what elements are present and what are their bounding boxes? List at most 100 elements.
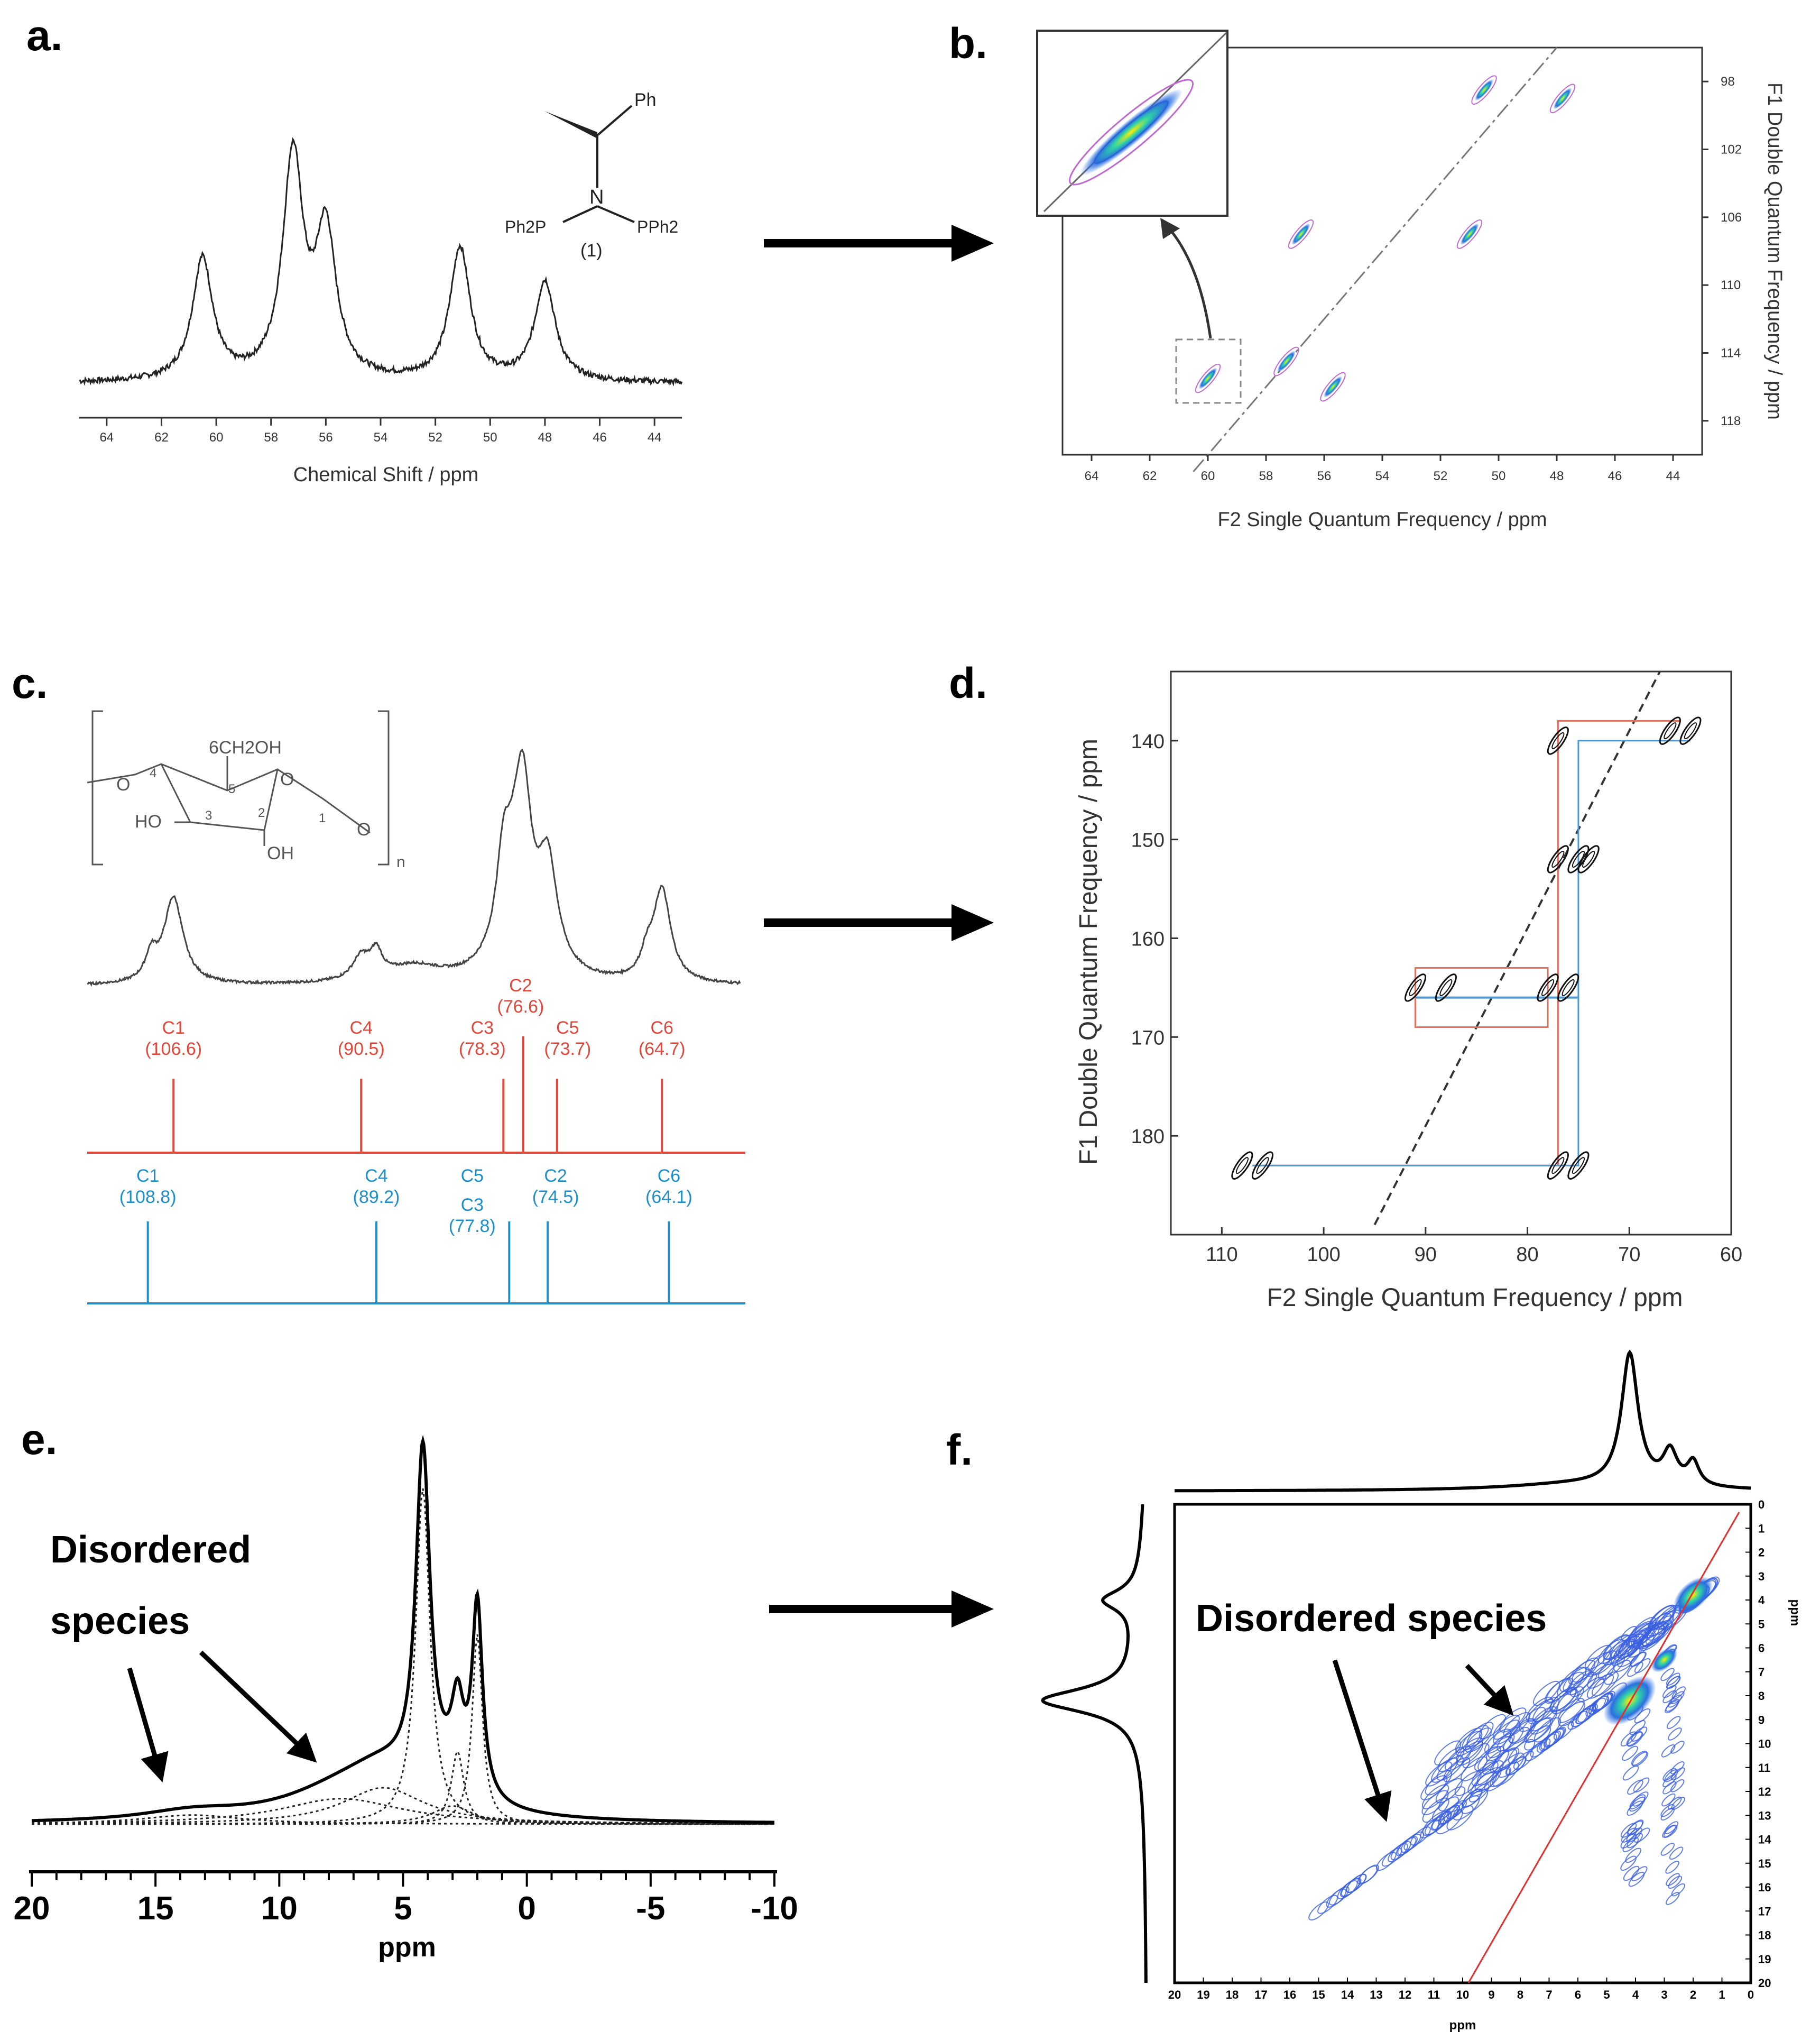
panel-e-tick-label: -10 [751, 1890, 798, 1927]
red-shift-label: (76.6) [497, 997, 544, 1017]
panel-f-contour [1620, 1833, 1637, 1849]
panel-f-y-tick-label: 17 [1758, 1905, 1771, 1918]
cellulose-o-left: O [116, 775, 130, 795]
panel-f-x-label: ppm [1449, 2018, 1476, 2032]
panel-d-peak-contour-inner [1562, 979, 1575, 996]
panel-e-x-ticks: 20 15 10 5 0 -5 -10 [14, 1872, 798, 1927]
panel-d-peak-contour-inner [1256, 1157, 1269, 1174]
panel-f-y-tick-label: 16 [1758, 1881, 1771, 1894]
panel-a-tick-label: 54 [374, 430, 388, 445]
panel-f-x-tick-label: 1 [1719, 1988, 1725, 2001]
panel-d-peak [1557, 973, 1579, 1002]
panel-f-contour [1661, 1793, 1676, 1807]
panel-f-contour [1436, 1809, 1463, 1835]
cellulose-ho: HO [135, 812, 162, 832]
panel-f-contour [1532, 1680, 1560, 1706]
panel-f-contour [1425, 1770, 1452, 1796]
panel-f-contour [1534, 1717, 1562, 1743]
panel-f-contour [1497, 1752, 1525, 1778]
panel-d-peak-contour-inner [1541, 979, 1555, 996]
panel-d-peak [1231, 1151, 1253, 1180]
panel-d-peak [1567, 1151, 1590, 1180]
panel-d-peak-contour-inner [1551, 732, 1565, 749]
panel-b-inset-peak [1068, 79, 1194, 186]
panel-b-peak [1320, 372, 1346, 402]
panel-f-y-tick-label: 2 [1758, 1546, 1764, 1559]
panel-d-peak-contour-outer [1567, 1151, 1590, 1180]
panel-f-y-tick-label: 6 [1758, 1642, 1764, 1655]
panel-f-contour [1308, 1901, 1329, 1921]
panel-e-tick-label: 15 [137, 1890, 174, 1927]
panel-f-contour [1616, 1642, 1644, 1667]
panel-f-contour [1492, 1714, 1520, 1740]
panel-f-contour [1628, 1871, 1645, 1887]
panel-f-y-tick-label: 9 [1758, 1713, 1764, 1726]
panel-f-contour [1627, 1661, 1643, 1677]
panel-e-fit-curve [32, 1634, 774, 1825]
panel-e-tick-label: 10 [261, 1890, 298, 1927]
panel-f-contour [1421, 1784, 1449, 1809]
panel-a-tick-label: 60 [209, 430, 224, 445]
panel-b-peak-core [1323, 376, 1343, 398]
panel-f-contour [1671, 1797, 1686, 1810]
red-atom-label: C2 [509, 976, 532, 996]
panel-d-peak-contour-inner [1551, 850, 1565, 868]
panel-f-hotspot [1651, 1647, 1678, 1672]
panel-d-peak-contour-outer [1659, 716, 1681, 745]
panel-b-peak [1273, 346, 1299, 376]
panel-a-tick-label: 62 [154, 430, 169, 445]
compound-1-pph2-right: PPh2 [637, 217, 678, 236]
panel-d-peaks [1231, 716, 1702, 1180]
panel-f-x-tick-label: 20 [1168, 1988, 1181, 2001]
panel-a-tick-label: 64 [99, 430, 114, 445]
panel-f-x-tick-label: 11 [1428, 1988, 1440, 2001]
panel-f-contour [1662, 1685, 1677, 1698]
panel-f-contour [1634, 1658, 1651, 1674]
panel-f-2d-spectrum: 20 19 18 17 16 15 14 13 12 11 10 9 8 7 6 5 4 3 2 1 0 0123456… [1041, 1349, 1802, 2032]
panel-a-tick-label: 58 [264, 430, 278, 445]
blue-shift-label: (89.2) [353, 1187, 400, 1207]
panel-f-contour [1666, 1676, 1680, 1689]
panel-f-y-tick-label: 15 [1758, 1857, 1771, 1870]
panel-f-x-tick-label: 16 [1283, 1988, 1296, 2001]
red-shift-label: (78.3) [459, 1039, 506, 1059]
panel-f-x-tick-label: 10 [1456, 1988, 1469, 2001]
red-atom-label: C4 [350, 1018, 373, 1038]
compound-1-structure [544, 105, 635, 223]
panel-f-contour [1666, 1873, 1680, 1887]
panel-f-contour [1455, 1731, 1483, 1757]
panel-f-contour [1567, 1711, 1588, 1730]
blue-shift-label: (77.8) [449, 1216, 496, 1236]
panel-d-x-tick-label: 60 [1720, 1244, 1742, 1266]
panel-d-peak [1404, 973, 1427, 1002]
panel-a-tick-label: 56 [319, 430, 333, 445]
panel-f-contour [1566, 1670, 1594, 1696]
panel-label-f: f. [946, 1426, 973, 1474]
panel-f-contour [1513, 1751, 1534, 1770]
panel-f-contour [1568, 1660, 1596, 1685]
panel-e-x-label: ppm [378, 1932, 436, 1963]
panel-d-blue-path [1252, 740, 1690, 1166]
blue-shift-label: (74.5) [532, 1187, 579, 1207]
panel-d-peak-contour-outer [1577, 845, 1600, 874]
panel-f-x-tick-label: 2 [1690, 1988, 1696, 2001]
panel-f-contour [1629, 1720, 1646, 1735]
panel-f-contour [1670, 1779, 1685, 1792]
panel-f-contour [1438, 1786, 1466, 1812]
panel-f-x-tick-label: 18 [1226, 1988, 1239, 2001]
panel-d-correlation-paths [1252, 671, 1690, 1226]
panel-d-peak-contour-inner [1664, 722, 1677, 740]
panel-d-x-ticks: 110 100 90 80 70 60 [1206, 1227, 1742, 1266]
panel-f-x-tick-label: 7 [1546, 1988, 1552, 2001]
panel-f-contour [1477, 1746, 1505, 1771]
panel-b-x-tick-label: 56 [1317, 469, 1332, 483]
panel-f-contour [1669, 1846, 1684, 1860]
panel-f-contour [1629, 1796, 1646, 1812]
panel-b-peak-core [1553, 87, 1572, 109]
panel-f-diagonal [1467, 1512, 1740, 1983]
cellulose-oh: OH [267, 843, 294, 863]
panel-b-peak [1456, 219, 1483, 249]
panel-f-contour [1584, 1644, 1612, 1670]
panel-f-contour [1532, 1697, 1560, 1722]
panel-d-peak-contour-outer [1557, 973, 1579, 1002]
